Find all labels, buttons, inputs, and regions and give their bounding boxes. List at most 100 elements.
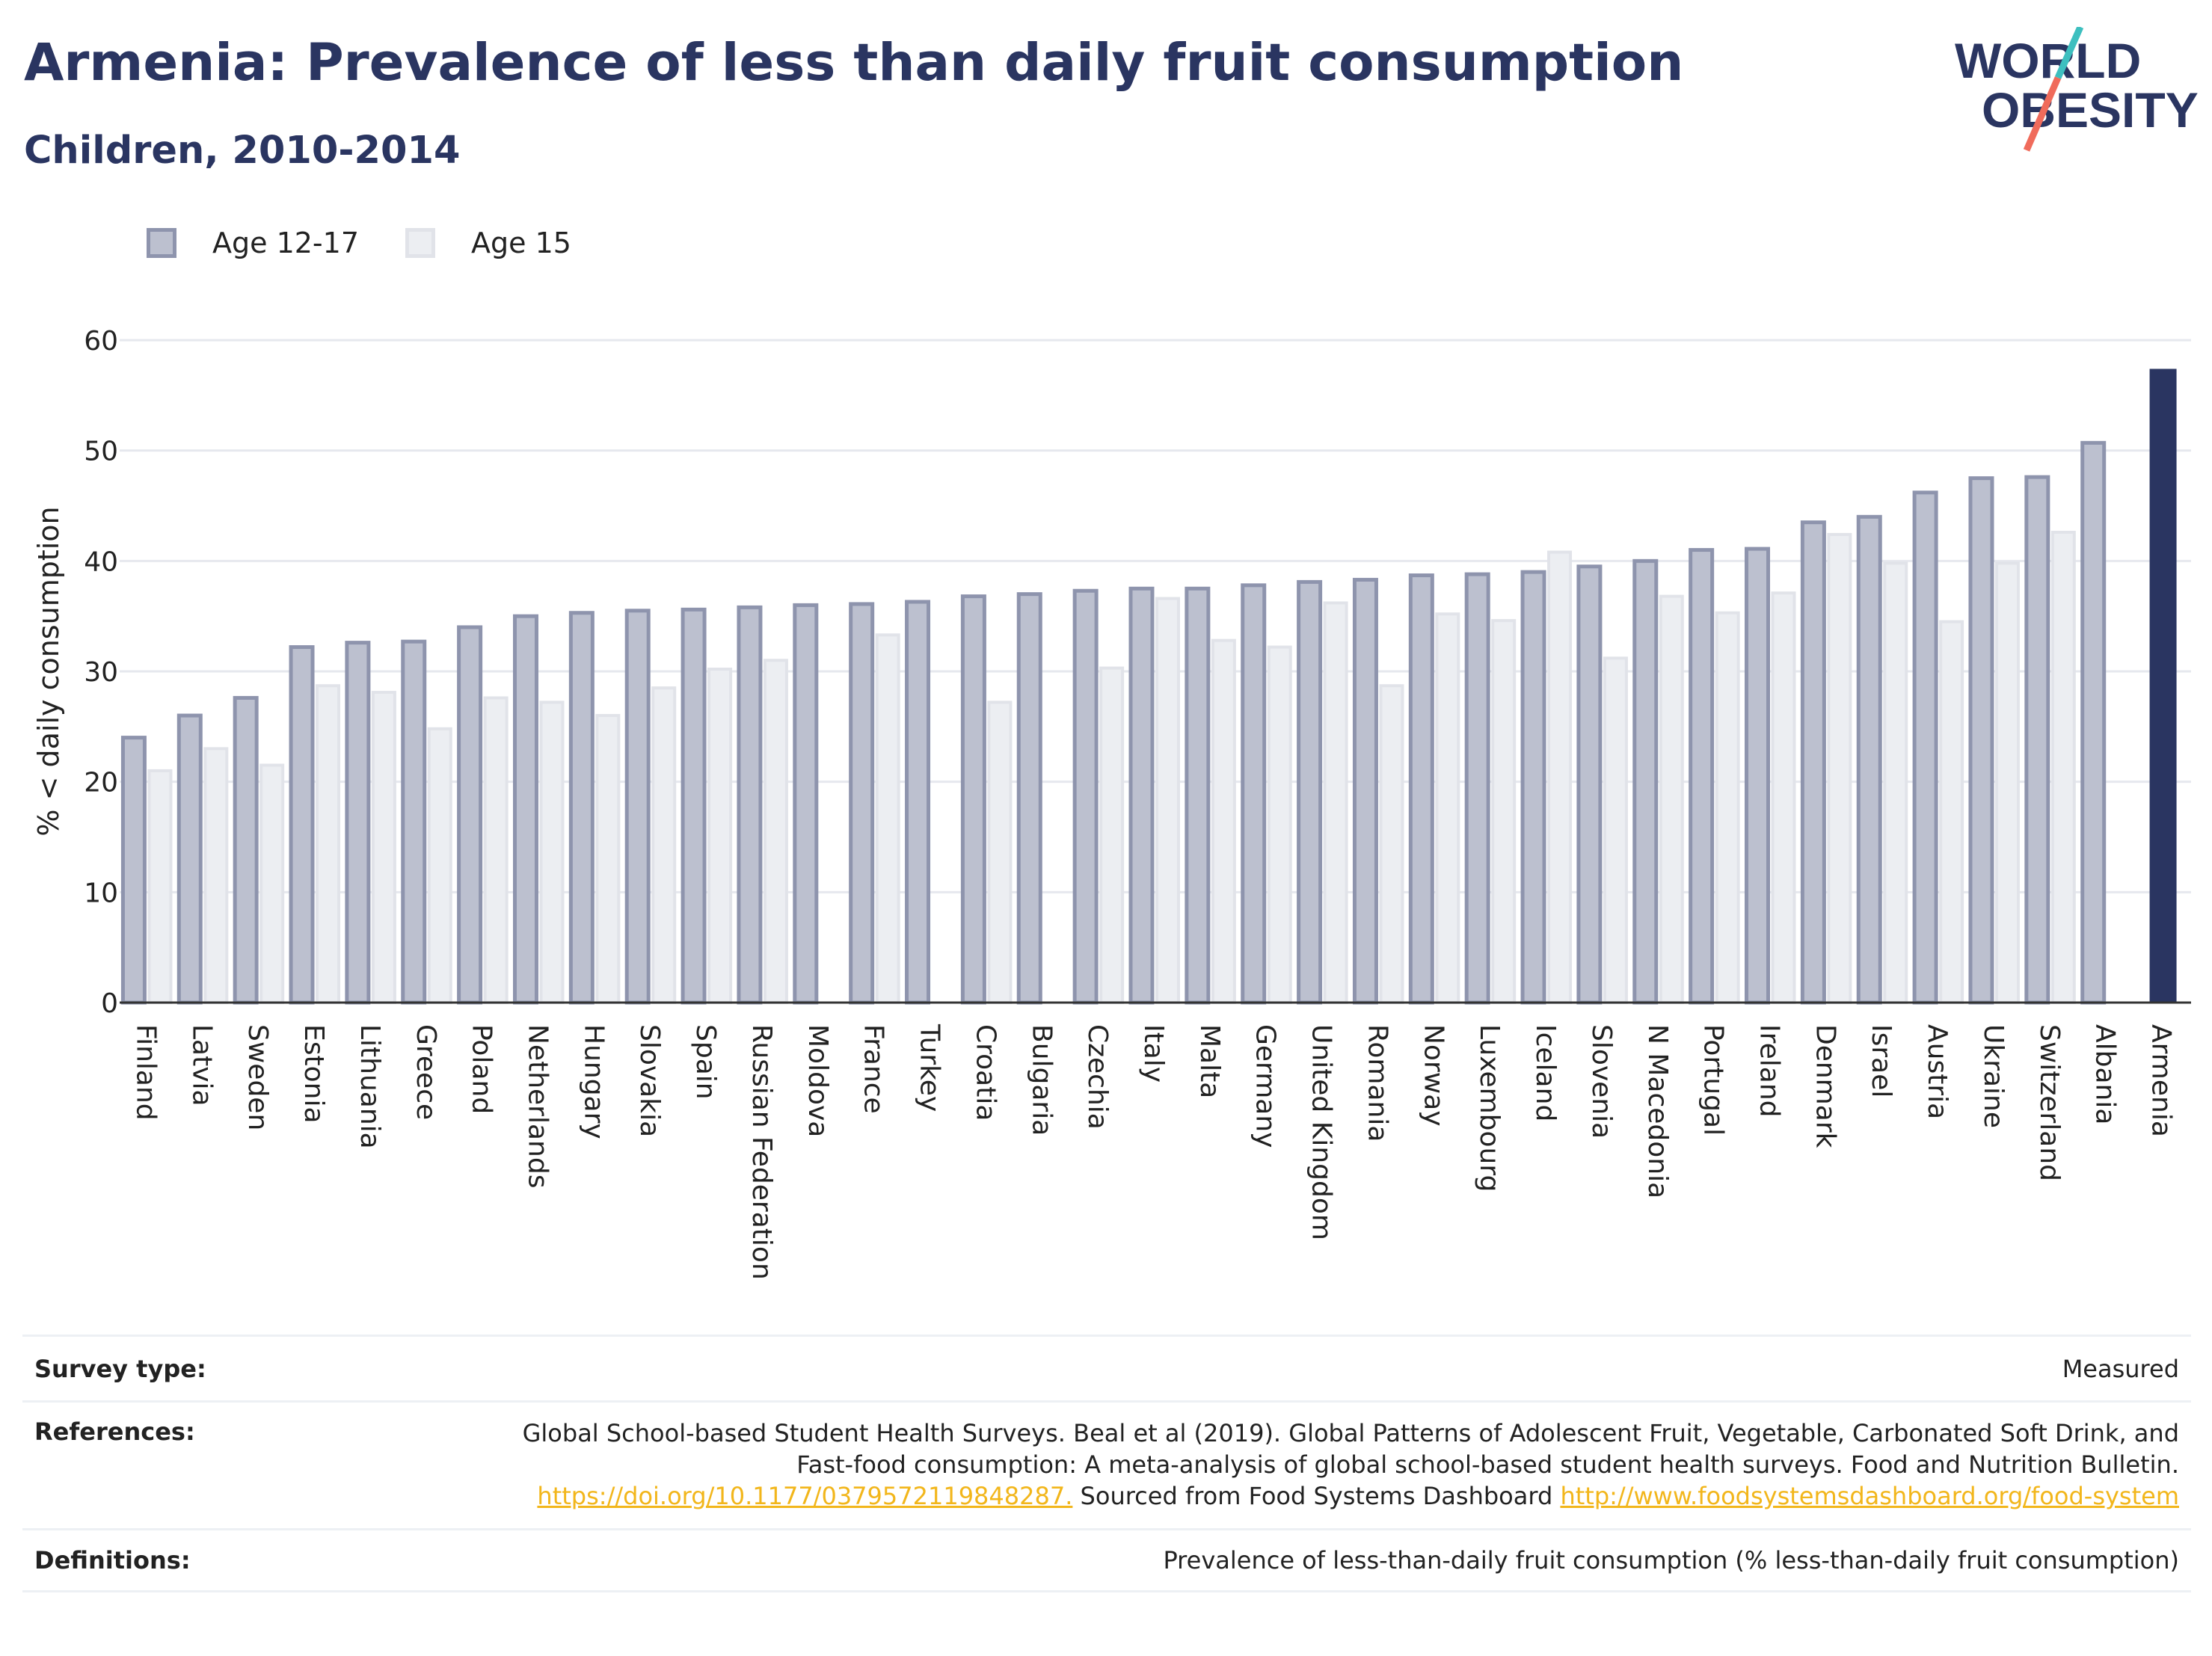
bar-age-15[interactable] <box>707 668 733 1005</box>
bar-age-15[interactable] <box>651 686 677 1005</box>
x-tick-label: Denmark <box>1810 1024 1840 1148</box>
y-tick-label: 30 <box>84 657 118 688</box>
bar-age-15[interactable] <box>1827 532 1852 1004</box>
logo-slash-teal <box>2054 27 2084 79</box>
legend-swatch-age-12-17 <box>147 228 176 258</box>
bar-age-12-17[interactable] <box>1352 577 1378 1005</box>
x-tick-label: Lithuania <box>354 1024 385 1149</box>
bar-age-12-17[interactable] <box>1632 558 1659 1005</box>
bar-age-15[interactable] <box>1323 601 1348 1004</box>
bar-age-12-17[interactable] <box>1464 572 1490 1005</box>
bar-age-12-17[interactable] <box>1689 548 1715 1005</box>
bar-age-15[interactable] <box>316 684 341 1004</box>
bar-age-15[interactable] <box>875 633 900 1005</box>
x-tick-label: Estonia <box>298 1024 329 1124</box>
bar-age-12-17[interactable] <box>793 603 819 1005</box>
chart-footer: Survey type: Measured References: Global… <box>22 1335 2191 1592</box>
bar-age-12-17[interactable] <box>905 600 931 1005</box>
bar-age-12-17[interactable] <box>960 594 986 1005</box>
x-tick-label: Luxembourg <box>1474 1024 1505 1192</box>
bar-age-12-17[interactable] <box>1241 583 1267 1005</box>
y-axis-label: % < daily consumption <box>32 506 65 836</box>
bar-age-15[interactable] <box>987 701 1013 1004</box>
bar-age-15[interactable] <box>2050 530 2076 1004</box>
bar-age-12-17[interactable] <box>512 614 538 1005</box>
bar-age-12-17[interactable] <box>1745 547 1771 1005</box>
bar-age-12-17[interactable] <box>1576 564 1603 1005</box>
logo-text-obesity: OBESITY <box>1982 82 2199 138</box>
bar-age-12-17[interactable] <box>176 713 203 1005</box>
bar-age-12-17[interactable] <box>1912 490 1938 1005</box>
bar-age-12-17[interactable] <box>401 639 427 1005</box>
x-tick-label: Portugal <box>1698 1024 1729 1136</box>
bar-age-15[interactable] <box>1883 561 1908 1004</box>
bar-age-15[interactable] <box>203 747 229 1004</box>
bar-age-15[interactable] <box>427 727 452 1005</box>
bar-age-12-17[interactable] <box>233 695 259 1005</box>
bar-age-15[interactable] <box>539 701 565 1004</box>
references-doi-link[interactable]: https://doi.org/10.1177/0379572119848287… <box>537 1482 1073 1510</box>
bar-age-12-17[interactable] <box>457 625 483 1005</box>
bar-age-12-17[interactable] <box>120 736 147 1005</box>
bar-age-15[interactable] <box>259 763 285 1004</box>
bar-age-12-17[interactable] <box>737 605 763 1005</box>
bar-age-15[interactable] <box>483 696 509 1004</box>
logo-text-world: WORLD <box>1955 33 2141 88</box>
x-tick-label: France <box>858 1024 889 1114</box>
references-row: References: Global School-based Student … <box>22 1400 2191 1528</box>
bar-age-12-17[interactable] <box>1185 586 1211 1005</box>
bar-age-12-17[interactable] <box>1968 476 1994 1005</box>
bar-age-12-17[interactable] <box>1408 573 1434 1005</box>
bar-age-12-17[interactable] <box>2024 475 2050 1005</box>
x-tick-label: Italy <box>1138 1024 1169 1083</box>
bar-age-12-17[interactable] <box>681 607 707 1005</box>
legend-label-age-15: Age 15 <box>471 227 571 259</box>
legend-item-age-15[interactable]: Age 15 <box>405 227 571 259</box>
x-tick-label: Germany <box>1250 1024 1281 1148</box>
bar-age-15[interactable] <box>1659 594 1684 1004</box>
bar-age-15[interactable] <box>1491 619 1517 1004</box>
bar-age-12-17[interactable] <box>2080 440 2107 1005</box>
bar-armenia[interactable] <box>2149 369 2177 1003</box>
bar-age-12-17[interactable] <box>1800 520 1826 1005</box>
x-tick-label: Romania <box>1362 1024 1392 1142</box>
bar-age-15[interactable] <box>1211 638 1236 1004</box>
bar-age-15[interactable] <box>1435 612 1460 1004</box>
legend-item-age-12-17[interactable]: Age 12-17 <box>147 227 359 259</box>
references-dashboard-link[interactable]: http://www.foodsystemsdashboard.org/food… <box>1560 1482 2179 1510</box>
bar-age-15[interactable] <box>1099 666 1125 1004</box>
bar-age-15[interactable] <box>1379 684 1404 1004</box>
chart-subtitle: Children, 2010-2014 <box>24 129 461 173</box>
bar-age-12-17[interactable] <box>568 611 595 1005</box>
bar-age-15[interactable] <box>763 659 788 1004</box>
bar-age-15[interactable] <box>1994 561 2020 1004</box>
bar-age-12-17[interactable] <box>1520 570 1546 1005</box>
x-tick-label: Iceland <box>1530 1024 1561 1121</box>
x-tick-label: Switzerland <box>2034 1024 2065 1181</box>
bar-age-15[interactable] <box>595 714 621 1004</box>
bar-age-15[interactable] <box>1267 645 1292 1004</box>
x-tick-label: United Kingdom <box>1306 1024 1337 1240</box>
bar-age-15[interactable] <box>1603 656 1628 1005</box>
bar-age-15[interactable] <box>1155 597 1180 1004</box>
x-tick-label: Croatia <box>970 1024 1001 1121</box>
bar-age-15[interactable] <box>1939 620 1964 1004</box>
x-tick-label: Greece <box>411 1024 441 1120</box>
bar-age-12-17[interactable] <box>849 602 875 1005</box>
bar-age-12-17[interactable] <box>1016 592 1042 1005</box>
bar-age-12-17[interactable] <box>1072 588 1099 1005</box>
bar-age-12-17[interactable] <box>289 645 315 1005</box>
bar-age-12-17[interactable] <box>1856 514 1882 1005</box>
bar-age-15[interactable] <box>1771 591 1796 1004</box>
definitions-row: Definitions: Prevalence of less-than-dai… <box>22 1528 2191 1592</box>
chart-title: Armenia: Prevalence of less than daily f… <box>24 33 1684 93</box>
bar-age-15[interactable] <box>1547 550 1573 1004</box>
bar-age-12-17[interactable] <box>624 609 651 1005</box>
bar-age-12-17[interactable] <box>1297 579 1323 1005</box>
definitions-value: Prevalence of less-than-daily fruit cons… <box>1163 1546 2179 1575</box>
bar-age-15[interactable] <box>371 691 396 1004</box>
bar-age-12-17[interactable] <box>1128 586 1155 1005</box>
bar-age-15[interactable] <box>1715 611 1740 1004</box>
bar-age-15[interactable] <box>147 769 173 1005</box>
bar-age-12-17[interactable] <box>345 641 371 1005</box>
